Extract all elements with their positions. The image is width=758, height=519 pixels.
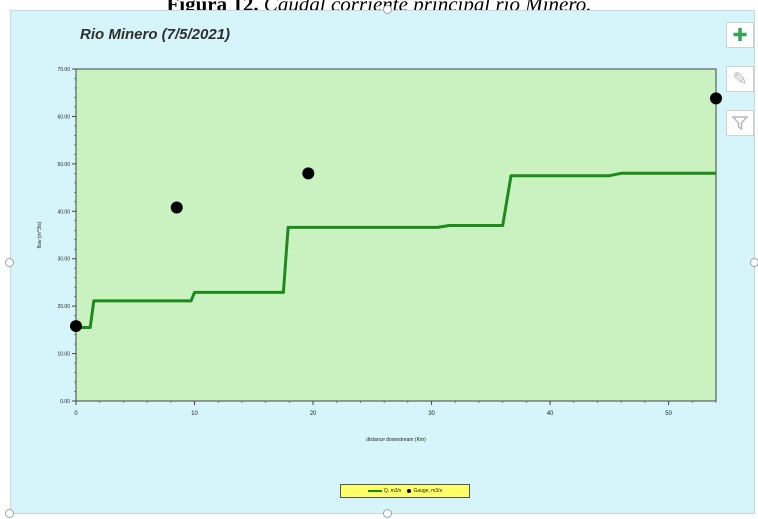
resize-handle-left-center[interactable] bbox=[5, 258, 14, 267]
legend-label-points: Gauge, m3/s bbox=[413, 488, 443, 494]
resize-handle-top-center[interactable] bbox=[383, 5, 392, 14]
chart-legend: Q, m3/s Gauge, m3/s bbox=[340, 484, 470, 498]
y-tick-label: 0.00 bbox=[60, 399, 70, 405]
y-tick-label: 60.00 bbox=[57, 114, 70, 120]
y-tick-label: 70.00 bbox=[57, 67, 70, 73]
legend-point-swatch bbox=[407, 489, 412, 493]
data-point-gauge bbox=[710, 92, 722, 105]
resize-handle-bottom-left[interactable] bbox=[5, 509, 14, 518]
y-axis-label: flow (m^3/s) bbox=[37, 221, 43, 248]
x-tick-label: 0 bbox=[74, 411, 78, 417]
resize-handle-right-center[interactable] bbox=[750, 258, 758, 267]
chart-filters-button[interactable] bbox=[726, 110, 754, 136]
legend-line-swatch bbox=[367, 490, 382, 492]
y-tick-label: 20.00 bbox=[57, 304, 70, 310]
chart-styles-button[interactable]: ✎ bbox=[726, 66, 754, 92]
brush-icon: ✎ bbox=[732, 69, 748, 89]
y-tick-label: 30.00 bbox=[57, 257, 70, 263]
resize-handle-bottom-center[interactable] bbox=[383, 509, 392, 518]
x-tick-label: 30 bbox=[428, 411, 435, 417]
legend-item-points: Gauge, m3/s bbox=[407, 488, 442, 494]
x-tick-label: 50 bbox=[665, 411, 672, 417]
x-axis-label: distance downstream (Km) bbox=[366, 437, 426, 443]
y-tick-label: 40.00 bbox=[57, 209, 70, 215]
x-tick-label: 20 bbox=[310, 411, 317, 417]
x-tick-label: 10 bbox=[191, 411, 198, 417]
chart-title: Rio Minero (7/5/2021) bbox=[80, 26, 231, 43]
legend-item-line: Q, m3/s bbox=[367, 488, 402, 494]
data-point-gauge bbox=[302, 167, 315, 180]
y-tick-label: 50.00 bbox=[57, 162, 70, 168]
plot-area bbox=[75, 68, 717, 402]
data-point-gauge bbox=[70, 320, 82, 333]
plus-icon: ✚ bbox=[732, 25, 748, 45]
chart-elements-button[interactable]: ✚ bbox=[726, 22, 754, 48]
x-tick-label: 40 bbox=[547, 411, 554, 417]
legend-label-line: Q, m3/s bbox=[383, 488, 402, 494]
data-point-gauge bbox=[170, 201, 183, 214]
filter-icon bbox=[732, 116, 748, 130]
y-tick-label: 10.00 bbox=[57, 352, 70, 358]
series-line-q bbox=[76, 171, 716, 329]
